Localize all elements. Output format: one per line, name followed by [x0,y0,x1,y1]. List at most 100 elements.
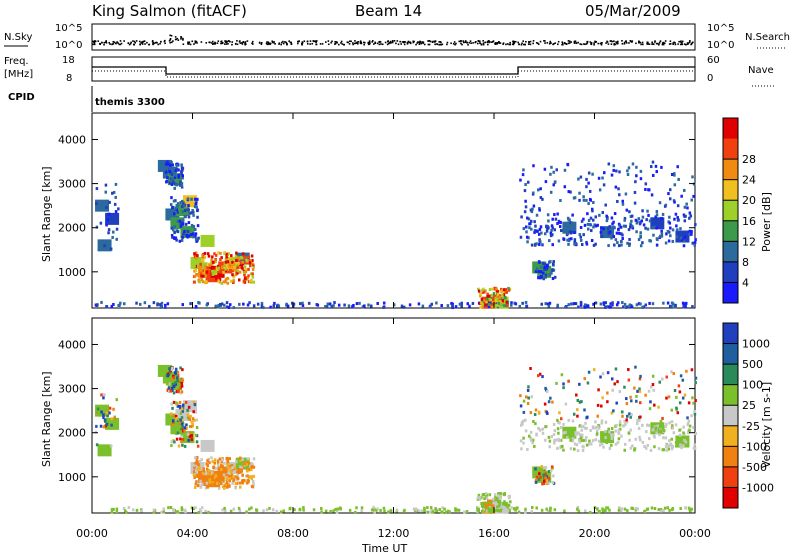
echo-cell [200,439,215,452]
echo-cell [613,382,616,386]
echo-cell [221,508,224,512]
echo-cell [219,477,222,481]
echo-cell [646,209,649,213]
echo-cell [571,302,574,306]
echo-cell [182,195,197,208]
nsky-label: N.Sky [4,32,32,43]
echo-cell [592,200,595,204]
echo-cell [594,301,598,305]
echo-cell [248,475,251,479]
echo-cell [198,459,202,463]
echo-cell [170,160,173,164]
echo-cell [241,260,244,264]
echo-cell [111,235,114,239]
noise-dot [429,40,432,43]
echo-cell [627,228,631,232]
echo-cell [592,368,596,372]
echo-cell [183,214,187,218]
colorbar-tick-label: 100 [742,379,763,392]
echo-cell [688,216,691,220]
echo-cell [95,412,98,416]
echo-cell [660,165,663,169]
echo-cell [543,167,547,171]
echo-cell [523,189,527,193]
noise-dot [301,43,303,45]
echo-cell [692,401,695,405]
x-tick-label: 20:00 [579,527,611,540]
noise-dot [647,43,649,45]
echo-cell [204,280,208,284]
noise-dot [590,42,593,44]
echo-cell [688,429,691,433]
echo-cell [638,438,642,442]
echo-cell [194,305,198,309]
noise-dot [452,42,455,45]
noise-dot [413,40,415,43]
echo-cell [176,431,180,435]
noise-dot [614,43,617,46]
noise-dot [428,40,431,42]
echo-cell [582,233,585,237]
noise-dot [479,42,482,45]
noise-dot [379,41,382,43]
noise-dot [419,41,422,43]
power-cells [94,159,697,310]
echo-cell [611,433,615,437]
echo-cell [248,462,251,466]
echo-cell [192,507,196,511]
echo-cell [504,288,508,292]
echo-cell [248,301,251,305]
echo-cell [500,505,503,509]
echo-cell [250,468,253,472]
noise-dot [205,42,208,44]
echo-cell [491,301,495,305]
noise-dot [512,41,515,44]
echo-cell [660,234,664,238]
echo-cell [106,218,109,222]
echo-cell [400,304,404,308]
echo-cell [197,272,201,276]
noise-dot [574,40,577,43]
echo-cell [666,506,670,510]
echo-cell [519,439,523,443]
echo-cell [199,508,202,512]
echo-cell [543,232,547,236]
echo-cell [104,190,108,194]
echo-cell [539,196,543,200]
echo-cell [543,402,547,406]
noise-dot [434,41,436,43]
echo-cell [177,173,180,177]
noise-dot [381,43,384,46]
echo-cell [503,493,506,497]
echo-cell [665,443,668,447]
echo-cell [598,509,601,513]
echo-cell [526,216,529,220]
echo-cell [587,202,590,206]
echo-cell [569,190,572,194]
echo-cell [614,238,618,242]
echo-cell [569,438,572,442]
echo-cell [177,168,180,172]
echo-cell [606,430,610,434]
echo-cell [694,399,697,403]
echo-cell [252,457,256,461]
echo-cell [526,180,530,184]
echo-cell [176,230,180,234]
noise-dot [182,43,185,46]
noise-dot [609,40,612,42]
noise-dot [416,42,419,44]
noise-strip [91,23,696,51]
noise-tick-bottom-left: 10^0 [55,40,82,51]
colorbar-tick-label: 1000 [742,338,770,351]
echo-cell [638,435,641,439]
echo-cell [586,212,589,216]
echo-cell [247,267,250,271]
echo-cell [218,277,222,281]
echo-cell [176,374,180,378]
echo-cell [540,231,543,235]
echo-cell [630,214,634,218]
echo-cell [628,438,631,442]
noise-dot [600,42,603,44]
echo-cell [617,187,620,191]
echo-cell [226,457,230,461]
